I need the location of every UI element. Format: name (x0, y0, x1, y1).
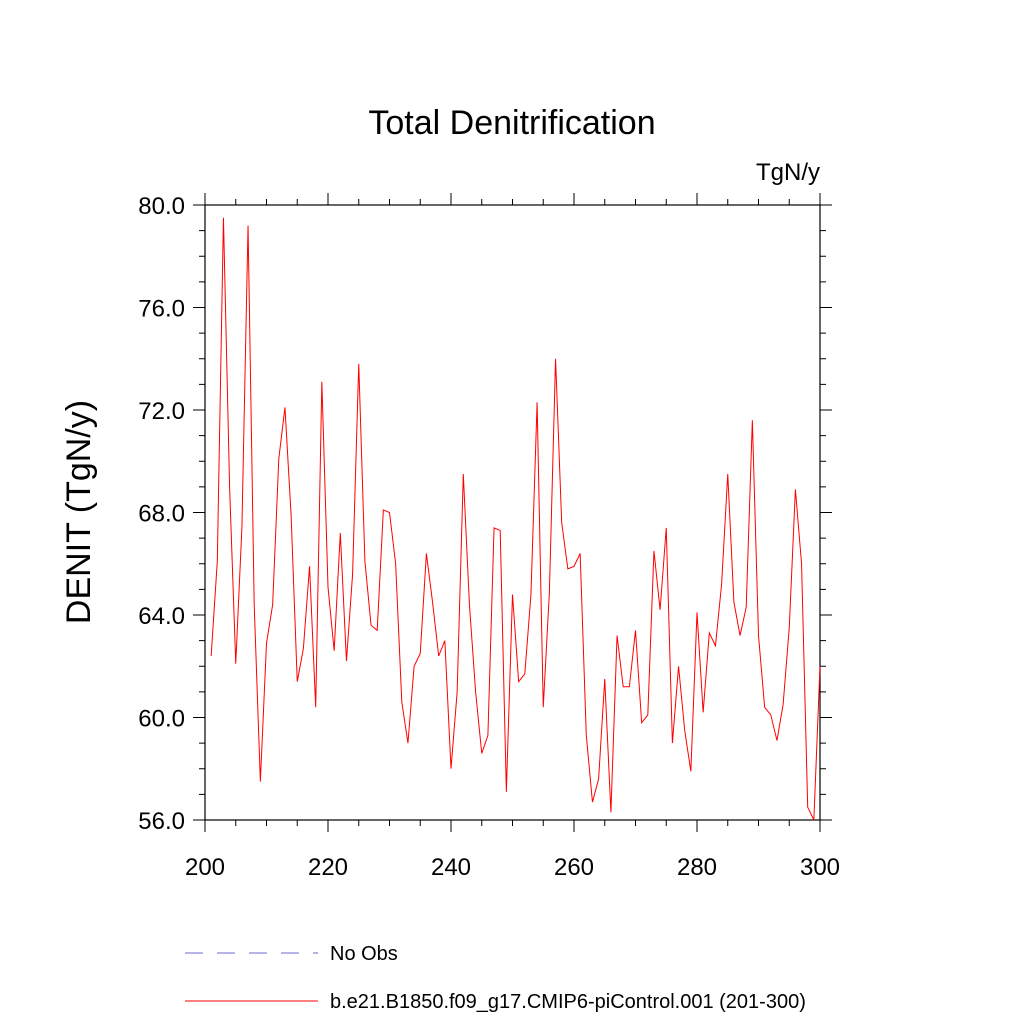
legend-no-obs-label: No Obs (330, 943, 398, 965)
y-tick-label: 68.0 (138, 501, 185, 528)
x-tick-label: 220 (308, 854, 348, 881)
x-tick-labels: 200 220 240 260 280 300 (185, 854, 840, 881)
legend: No Obs b.e21.B1850.f09_g17.CMIP6-piContr… (185, 943, 806, 1013)
y-tick-label: 56.0 (138, 808, 185, 835)
series-line (210, 217, 821, 821)
y-tick-label: 64.0 (138, 603, 185, 630)
axis-ticks (193, 193, 832, 832)
x-tick-label: 240 (431, 854, 471, 881)
chart-title: Total Denitrification (368, 104, 655, 142)
x-tick-label: 280 (677, 854, 717, 881)
legend-series-label: b.e21.B1850.f09_g17.CMIP6-piControl.001 … (330, 991, 806, 1013)
units-label: TgN/y (756, 159, 820, 186)
x-tick-label: 260 (554, 854, 594, 881)
x-tick-label: 200 (185, 854, 225, 881)
y-tick-labels: 56.0 60.0 64.0 68.0 72.0 76.0 80.0 (138, 193, 185, 835)
y-tick-label: 76.0 (138, 296, 185, 323)
x-tick-label: 300 (800, 854, 840, 881)
y-tick-label: 72.0 (138, 398, 185, 425)
y-tick-label: 60.0 (138, 706, 185, 733)
plot-frame (204, 204, 821, 821)
y-tick-label: 80.0 (138, 193, 185, 220)
y-axis-label: DENIT (TgN/y) (60, 400, 98, 624)
